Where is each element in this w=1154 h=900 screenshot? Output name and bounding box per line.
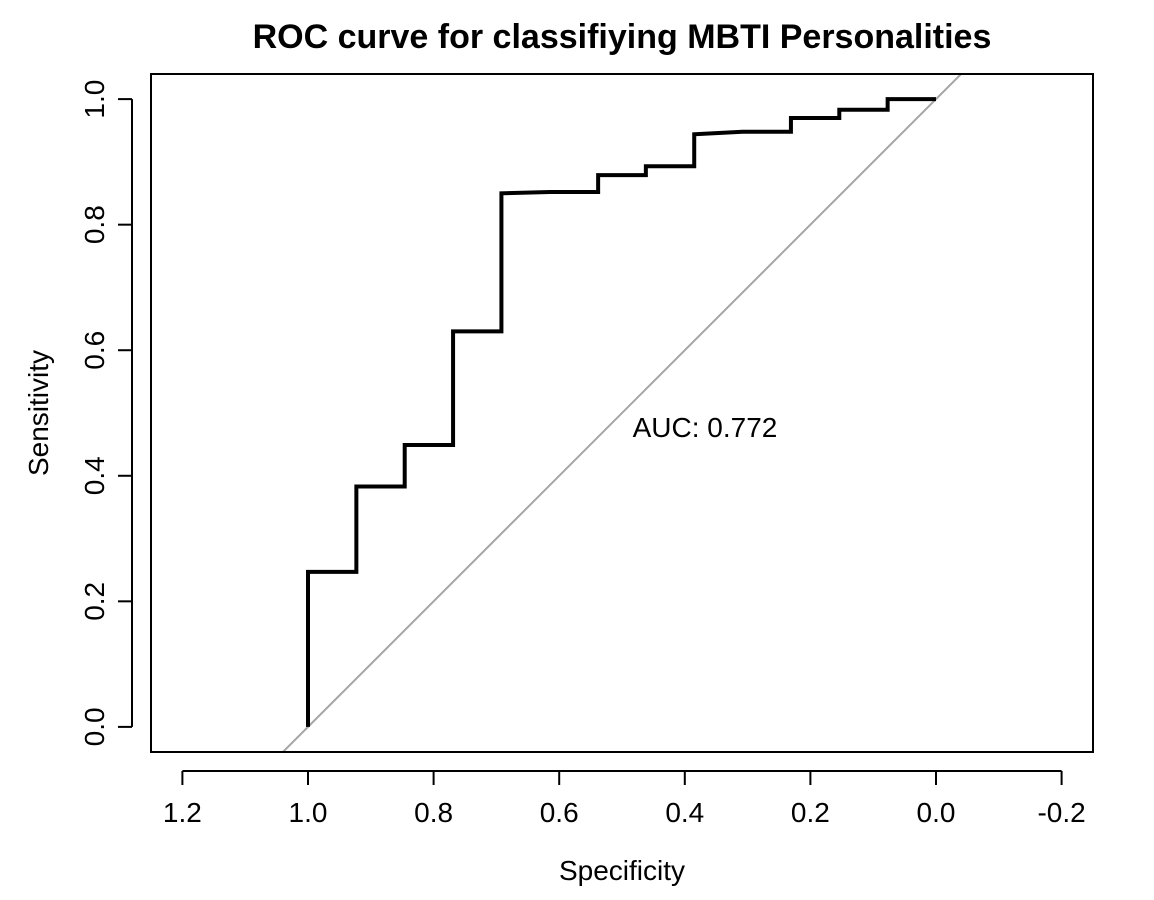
x-tick-label: 1.0	[289, 797, 328, 828]
roc-curve-line-0	[306, 97, 936, 727]
auc-annotation: AUC: 0.772	[633, 412, 778, 443]
y-tick-label: 0.0	[79, 707, 110, 746]
x-tick-label: 0.0	[917, 797, 956, 828]
y-tick-label: 0.4	[79, 456, 110, 495]
y-tick-label: 0.8	[79, 205, 110, 244]
y-tick-label: 1.0	[79, 80, 110, 119]
y-axis-label: Sensitivity	[23, 350, 54, 476]
x-tick-label: -0.2	[1037, 797, 1085, 828]
chart-title: ROC curve for classifiying MBTI Personal…	[253, 18, 992, 56]
y-tick-label: 0.6	[79, 331, 110, 370]
x-tick-label: 0.4	[665, 797, 704, 828]
y-tick-label: 0.2	[79, 582, 110, 621]
x-tick-label: 1.2	[163, 797, 202, 828]
x-axis-label: Specificity	[559, 855, 685, 886]
x-tick-label: 0.2	[791, 797, 830, 828]
x-tick-label: 0.6	[540, 797, 579, 828]
x-tick-label: 0.8	[414, 797, 453, 828]
plot-frame	[150, 73, 1094, 753]
